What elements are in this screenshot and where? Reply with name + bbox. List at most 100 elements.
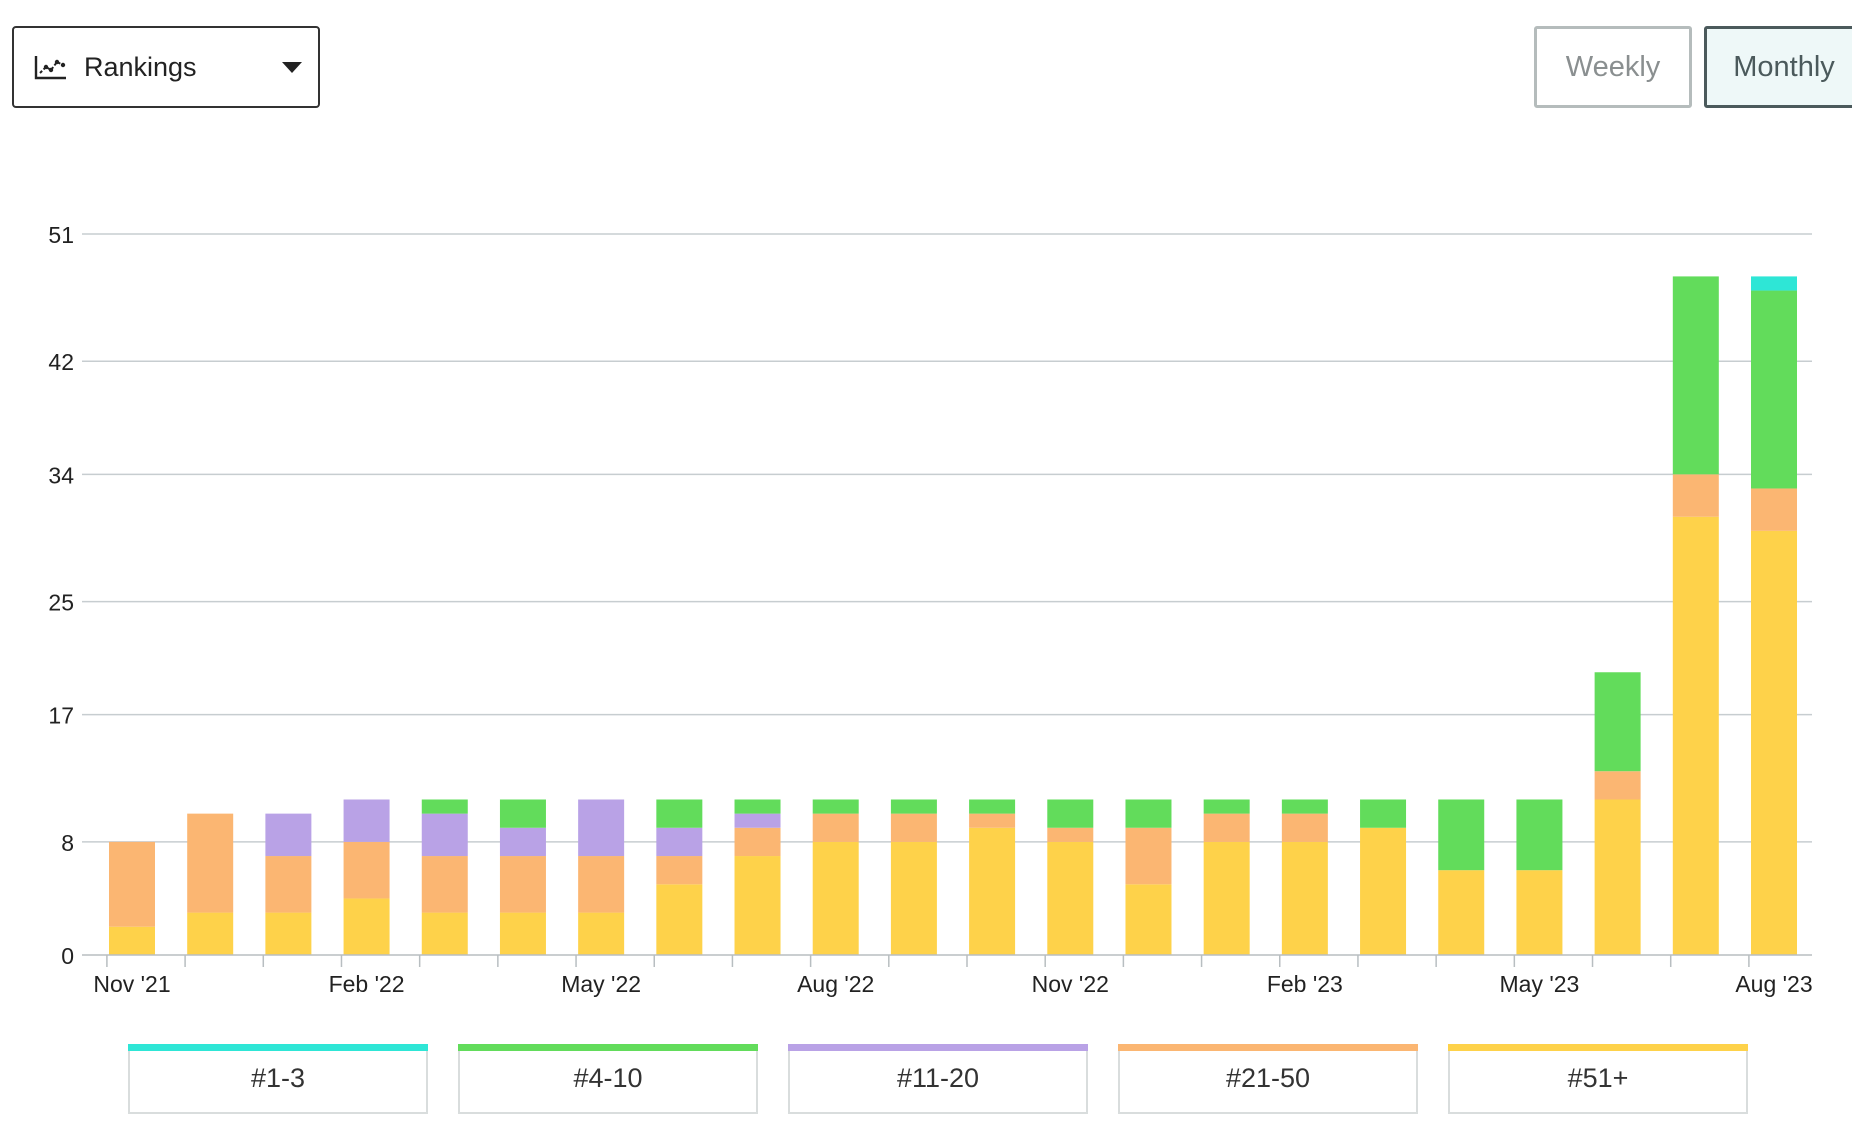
bar-segment [1751,276,1797,291]
bar-segment [1281,841,1328,955]
bar-segment [969,799,1016,814]
bar-segment [1281,813,1328,842]
legend-label: #51+ [1567,1062,1629,1093]
bar-segment [265,856,312,913]
x-tick-label: May '23 [1500,971,1580,997]
legend-color-bar [128,1044,428,1051]
x-tick-label: Nov '22 [1032,971,1109,997]
legend-item[interactable]: #11-20 [788,1044,1088,1114]
legend-item[interactable]: #1-3 [128,1044,428,1114]
bar-segment [187,912,234,955]
bar-segment [1281,799,1328,814]
bar-segment [1125,884,1172,955]
bar-segment [578,799,625,857]
bar-segment [1360,799,1407,828]
legend-label: #21-50 [1225,1062,1311,1093]
bar-segment [187,813,234,913]
dropdown-label: Rankings [84,51,197,82]
bar-segment [1360,827,1407,955]
bar-segment [265,912,312,955]
y-tick-label: 17 [48,703,74,729]
bar-segment [1672,516,1719,955]
legend-item[interactable]: #4-10 [458,1044,758,1114]
monthly-button[interactable]: Monthly [1704,26,1852,108]
bar-segment [1125,827,1172,885]
bar-segment [890,813,937,842]
x-tick-label: Nov '21 [93,971,170,997]
bar-segment [890,841,937,955]
y-tick-label: 51 [48,222,74,248]
legend-label: #11-20 [896,1062,980,1093]
bar-segment [265,813,312,857]
y-tick-label: 42 [48,349,74,375]
x-tick-label: Aug '23 [1735,971,1812,997]
bar-segment [1594,672,1641,772]
weekly-button[interactable]: Weekly [1534,26,1692,108]
bar-segment [1438,799,1485,871]
bar-segment [421,912,468,955]
bar-segment [890,799,937,814]
bar-segment [343,799,390,842]
bar-segment [1203,799,1250,814]
legend-label: #1-3 [250,1062,306,1093]
bar-segment [421,813,468,857]
bar-segment [499,799,546,828]
bar-segment [1047,799,1094,828]
bar-segment [1516,870,1563,955]
bar-segment [656,856,703,885]
bar-segment [1516,799,1563,871]
bar-segment [1203,841,1250,955]
legend-color-bar [788,1044,1088,1051]
bar-segment [109,841,155,927]
bar-segment [812,813,859,842]
bar-segment [343,841,390,899]
bar-segment [812,799,859,814]
line-chart-icon [34,53,70,81]
bar-segment [343,898,390,955]
bar-segment [734,799,781,814]
x-tick-label: Aug '22 [797,971,874,997]
bar-segment [969,813,1016,828]
bar-segment [499,827,546,857]
legend-item[interactable]: #51+ [1448,1044,1748,1114]
bar-segment [734,856,781,955]
bar-segment [656,884,703,955]
bar-segment [1047,841,1094,955]
bar-segment [734,813,781,828]
x-tick-label: Feb '23 [1267,971,1343,997]
bar-segment [1203,813,1250,842]
bar-segment [1125,799,1172,828]
bar-segment [1751,530,1797,955]
bar-segment [1594,771,1641,800]
y-tick-label: 8 [61,830,74,856]
bar-segment [578,856,625,913]
rankings-dropdown[interactable]: Rankings [12,26,320,108]
chevron-down-icon [282,62,302,73]
x-tick-label: Feb '22 [329,971,405,997]
rankings-chart: 0 8 17 25 34 42 51 Nov '21 Feb '22 May '22 Aug '22… [48,222,1812,997]
bar-segment [1751,488,1797,531]
bar-segment [499,912,546,955]
x-tick-label: May '22 [561,971,641,997]
bar-segment [656,827,703,857]
bar-segment [109,926,155,955]
bar-segment [499,856,546,913]
y-tick-label: 34 [48,462,74,488]
legend-item[interactable]: #21-50 [1118,1044,1418,1114]
legend-color-bar [1448,1044,1748,1051]
bar-segment [734,827,781,857]
bar-segment [812,841,859,955]
bar-segment [1672,276,1719,475]
bar-segment [578,912,625,955]
y-tick-label: 25 [48,590,74,616]
bar-segment [1047,827,1094,842]
legend-label: #4-10 [573,1062,643,1093]
bar-segment [1751,290,1797,489]
bar-segment [656,799,703,828]
legend-color-bar [1118,1044,1418,1051]
bar-segment [421,799,468,814]
bar-segment [1594,799,1641,955]
y-tick-label: 0 [61,943,74,969]
bar-segment [1672,474,1719,517]
bar-segment [1438,870,1485,955]
